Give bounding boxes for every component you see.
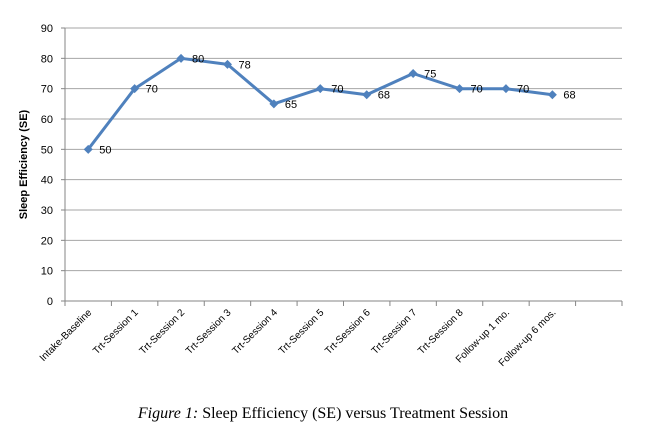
data-point-marker	[455, 84, 465, 94]
data-point-marker	[130, 84, 140, 94]
data-label: 80	[192, 53, 204, 65]
x-tick-label: Trt-Session 1	[91, 307, 141, 357]
x-tick-label: Trt-Session 4	[230, 307, 280, 357]
data-label: 70	[517, 84, 529, 96]
data-label: 75	[424, 69, 436, 81]
data-label: 78	[238, 59, 250, 71]
x-tick-label: Trt-Session 7	[370, 307, 420, 357]
y-tick-label: 30	[41, 205, 53, 217]
data-label: 68	[378, 90, 390, 102]
y-tick-label: 40	[41, 175, 53, 187]
caption-text: Sleep Efficiency (SE) versus Treatment S…	[198, 405, 509, 422]
data-point-marker	[315, 84, 325, 94]
data-point-marker	[408, 69, 418, 78]
figure-caption: Figure 1: Sleep Efficiency (SE) versus T…	[0, 405, 646, 423]
data-point-marker	[362, 90, 372, 100]
y-tick-label: 0	[47, 296, 53, 308]
x-tick-label: Trt-Session 6	[323, 307, 373, 357]
axes	[61, 27, 623, 306]
x-tick-label: Trt-Session 3	[184, 307, 234, 357]
y-tick-label: 60	[41, 114, 53, 126]
data-point-marker	[222, 59, 232, 69]
gridlines	[65, 27, 622, 272]
y-tick-label: 70	[41, 84, 53, 96]
y-tick-label: 10	[41, 266, 53, 278]
data-point-marker	[269, 99, 279, 109]
caption-prefix: Figure 1:	[137, 405, 199, 422]
data-label: 70	[471, 84, 483, 96]
data-labels: 50 70 80 78 65 70 68 75 70 70 68	[99, 53, 575, 156]
y-tick-label: 50	[41, 144, 53, 156]
series-line	[87, 56, 553, 151]
data-label: 50	[99, 144, 111, 156]
y-tick-label: 20	[41, 235, 53, 247]
data-point-marker	[501, 84, 511, 94]
data-label: 68	[563, 90, 575, 102]
y-tick-labels: 0 10 20 30 40 50 60 70 80 90	[41, 23, 53, 308]
data-point-marker	[83, 144, 93, 154]
data-point-marker	[176, 53, 186, 63]
x-tick-label: Intake-Baseline	[38, 307, 95, 364]
series-markers	[83, 53, 557, 154]
x-tick-label: Trt-Session 5	[277, 307, 327, 357]
x-tick-label: Trt-Session 8	[416, 307, 466, 357]
series-line-path	[87, 56, 553, 151]
y-tick-label: 80	[41, 53, 53, 65]
x-tick-label: Trt-Session 2	[138, 307, 188, 357]
y-axis-label: Sleep Efficiency (SE)	[18, 109, 30, 219]
data-point-marker	[547, 90, 557, 100]
data-label: 65	[285, 99, 297, 111]
y-tick-label: 90	[41, 23, 53, 35]
data-label: 70	[331, 84, 343, 96]
data-label: 70	[146, 84, 158, 96]
